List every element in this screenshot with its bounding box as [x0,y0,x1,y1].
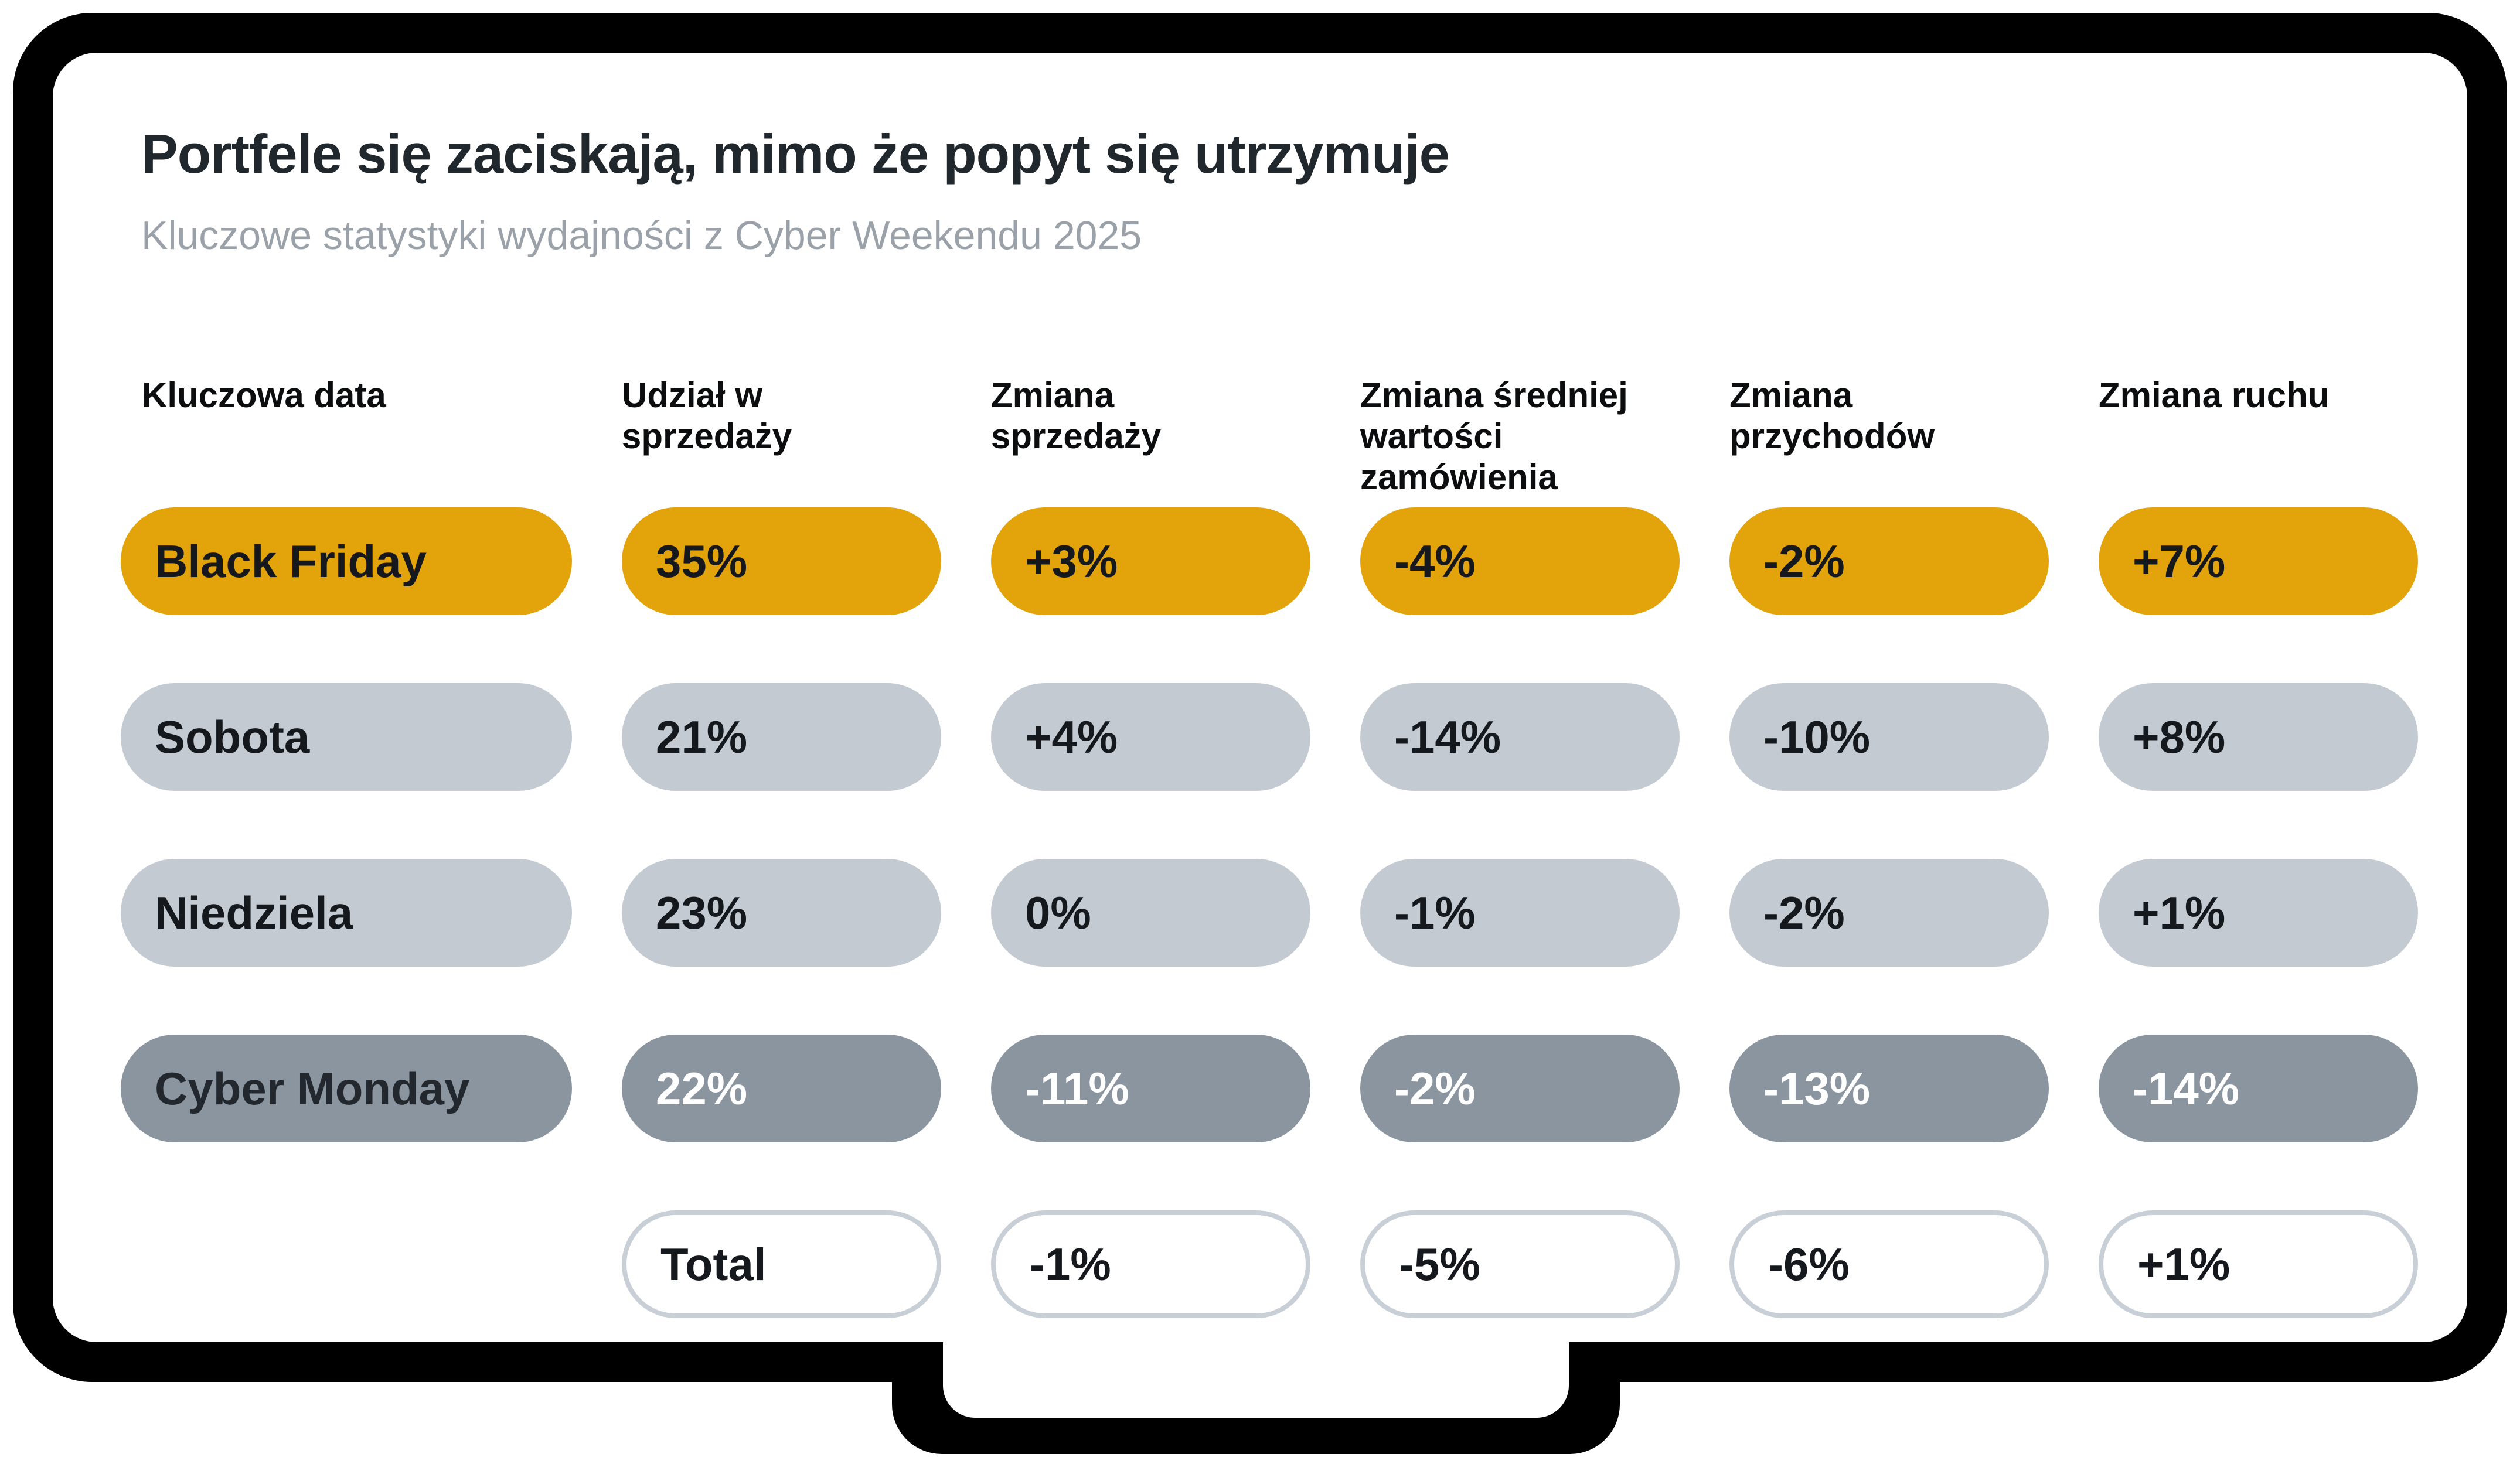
value-pill: +4% [991,683,1310,791]
row-label-pill-niedziela: Niedziela [121,859,572,967]
header-line: Udział w [622,376,763,415]
row-label-pill-total: Total [622,1210,941,1318]
column-header-udzial-w-sprzedazy: Udział w sprzedaży [622,375,941,457]
value-pill: -13% [1729,1035,2049,1142]
row-label-pill-cyber-monday: Cyber Monday [121,1035,572,1142]
value-pill: 23% [622,859,941,967]
value-pill: -2% [1360,1035,1680,1142]
value-pill: 21% [622,683,941,791]
value-pill: +1% [2099,859,2418,967]
header-line: sprzedaży [991,417,1162,456]
column-header-zmiana-ruchu: Zmiana ruchu [2099,375,2418,416]
value-pill: -1% [1360,859,1680,967]
value-pill: -1% [991,1210,1310,1318]
row-label-pill-sobota: Sobota [121,683,572,791]
header-line: Kluczowa data [142,376,386,415]
slide-surface: Portfele się zaciskają, mimo że popyt si… [53,53,2467,1342]
value-pill: 35% [622,507,941,615]
value-pill: -11% [991,1035,1310,1142]
value-pill: +1% [2099,1210,2418,1318]
value-pill: -10% [1729,683,2049,791]
value-pill: -14% [2099,1035,2418,1142]
page-title: Portfele się zaciskają, mimo że popyt si… [141,123,1450,185]
value-pill: -5% [1360,1210,1680,1318]
value-pill: +3% [991,507,1310,615]
stats-table: Kluczowa data Udział w sprzedaży Zmiana … [121,375,2418,1318]
value-pill: +8% [2099,683,2418,791]
empty-cell [121,1210,572,1318]
value-pill: 22% [622,1035,941,1142]
device-frame: Portfele się zaciskają, mimo że popyt si… [13,13,2507,1382]
header-line: Zmiana ruchu [2099,376,2330,415]
row-label-pill-black-friday: Black Friday [121,507,572,615]
header-line: zamówienia [1360,458,1558,497]
column-header-kluczowa-data: Kluczowa data [121,375,572,416]
value-pill: -14% [1360,683,1680,791]
header-line: Zmiana [991,376,1115,415]
header-line: Zmiana średniej [1360,376,1628,415]
value-pill: 0% [991,859,1310,967]
value-pill: -6% [1729,1210,2049,1318]
value-pill: -4% [1360,507,1680,615]
column-header-zmiana-sprzedazy: Zmiana sprzedaży [991,375,1310,457]
header-line: wartości [1360,417,1503,456]
column-header-zmiana-przychodow: Zmiana przychodów [1729,375,2049,457]
value-pill: -2% [1729,507,2049,615]
bottom-notch-surface [943,1336,1569,1418]
header-line: Zmiana [1729,376,1853,415]
value-pill: +7% [2099,507,2418,615]
header-line: przychodów [1729,417,1935,456]
page-subtitle: Kluczowe statystyki wydajności z Cyber W… [141,213,1142,258]
header-line: sprzedaży [622,417,792,456]
value-pill: -2% [1729,859,2049,967]
column-header-zmiana-sredniej-wartosci-zamowienia: Zmiana średniej wartości zamówienia [1360,375,1680,498]
